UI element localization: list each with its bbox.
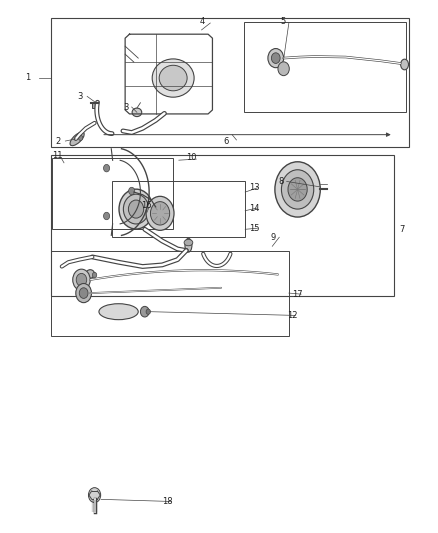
Circle shape — [92, 272, 97, 278]
Ellipse shape — [119, 189, 153, 229]
Circle shape — [146, 196, 174, 230]
Ellipse shape — [185, 238, 192, 252]
Circle shape — [150, 201, 170, 225]
Circle shape — [103, 212, 110, 220]
Circle shape — [141, 306, 149, 317]
Ellipse shape — [128, 200, 144, 218]
Text: 7: 7 — [399, 225, 404, 234]
Text: 12: 12 — [287, 311, 297, 320]
Ellipse shape — [86, 270, 95, 278]
Ellipse shape — [152, 59, 194, 97]
Ellipse shape — [401, 59, 409, 70]
Text: 13: 13 — [249, 183, 259, 192]
Circle shape — [129, 187, 135, 195]
Text: 15: 15 — [249, 224, 259, 233]
Text: 2: 2 — [55, 136, 60, 146]
Text: 9: 9 — [271, 233, 276, 242]
Circle shape — [76, 273, 87, 286]
Ellipse shape — [159, 65, 187, 91]
Text: 10: 10 — [186, 153, 197, 162]
Text: 6: 6 — [223, 136, 229, 146]
Ellipse shape — [99, 304, 138, 320]
Text: 14: 14 — [249, 204, 259, 213]
Ellipse shape — [132, 108, 142, 117]
Ellipse shape — [184, 239, 193, 246]
Circle shape — [76, 284, 92, 303]
Text: 5: 5 — [280, 18, 286, 27]
Text: 3: 3 — [123, 102, 128, 111]
Bar — [51, 18, 409, 147]
Circle shape — [79, 288, 88, 298]
Circle shape — [278, 62, 289, 76]
Text: 4: 4 — [199, 18, 205, 27]
Circle shape — [78, 135, 83, 141]
Ellipse shape — [70, 132, 84, 146]
Circle shape — [88, 488, 101, 503]
Circle shape — [73, 269, 90, 290]
Text: 1: 1 — [25, 73, 30, 82]
Circle shape — [103, 165, 110, 172]
Text: 11: 11 — [52, 151, 63, 160]
Text: 8: 8 — [278, 177, 283, 186]
Circle shape — [288, 177, 307, 201]
Circle shape — [268, 49, 284, 68]
Bar — [51, 251, 289, 336]
Text: 18: 18 — [162, 497, 173, 506]
Circle shape — [275, 162, 320, 217]
Ellipse shape — [124, 194, 149, 224]
Text: 16: 16 — [141, 201, 152, 210]
Circle shape — [272, 53, 280, 63]
Bar — [92, 103, 98, 108]
Circle shape — [282, 169, 314, 209]
Text: 17: 17 — [292, 289, 303, 298]
Bar — [51, 155, 394, 296]
Text: 3: 3 — [77, 92, 82, 101]
Bar — [244, 22, 406, 112]
Bar — [112, 181, 245, 237]
Circle shape — [146, 309, 150, 314]
Bar — [52, 158, 173, 229]
